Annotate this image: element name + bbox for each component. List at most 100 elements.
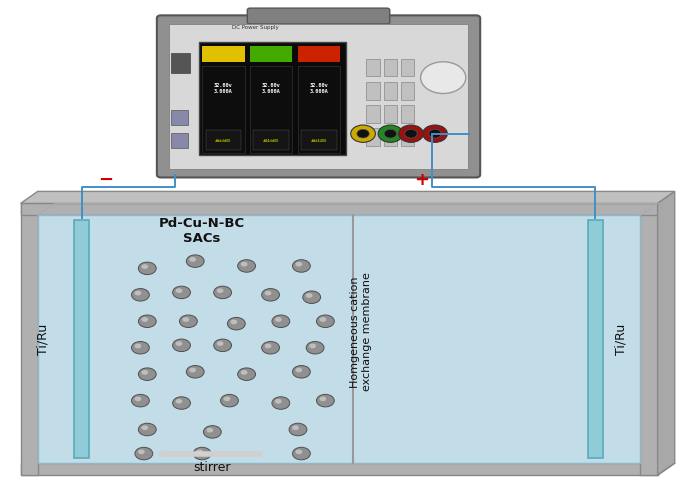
Text: #dddd00: #dddd00 xyxy=(215,139,232,143)
Text: Homgeneous cation
exchange membrane: Homgeneous cation exchange membrane xyxy=(350,272,372,391)
Circle shape xyxy=(275,317,282,322)
Bar xyxy=(401,129,414,146)
Circle shape xyxy=(179,315,197,328)
Bar xyxy=(169,25,468,169)
Circle shape xyxy=(214,287,232,299)
Bar xyxy=(301,131,337,150)
Bar xyxy=(366,129,380,146)
Bar xyxy=(298,47,340,62)
Circle shape xyxy=(141,370,148,375)
Circle shape xyxy=(292,425,299,430)
Circle shape xyxy=(135,447,153,460)
Text: Ti/Ru: Ti/Ru xyxy=(614,323,627,354)
Bar xyxy=(206,131,241,150)
Circle shape xyxy=(289,423,307,436)
Circle shape xyxy=(306,293,312,298)
Circle shape xyxy=(193,447,211,460)
Circle shape xyxy=(189,257,196,262)
Bar xyxy=(401,106,414,123)
Bar xyxy=(640,204,658,475)
Circle shape xyxy=(238,368,256,381)
Circle shape xyxy=(203,426,221,438)
Bar xyxy=(21,463,658,475)
Bar xyxy=(384,129,397,146)
Text: stirrer: stirrer xyxy=(194,460,231,473)
Circle shape xyxy=(141,317,148,322)
Circle shape xyxy=(421,63,466,94)
Circle shape xyxy=(138,423,156,436)
Text: 32.00v
3.000A: 32.00v 3.000A xyxy=(214,83,233,94)
Circle shape xyxy=(319,317,326,322)
Circle shape xyxy=(262,342,279,354)
Bar xyxy=(171,133,188,149)
Circle shape xyxy=(214,339,232,352)
Circle shape xyxy=(186,366,204,378)
Text: DC Power Supply: DC Power Supply xyxy=(232,25,279,30)
Circle shape xyxy=(223,396,230,401)
Circle shape xyxy=(316,395,334,407)
Circle shape xyxy=(173,339,190,352)
Polygon shape xyxy=(21,192,675,204)
Text: Pd-Cu-N-BC
SACs: Pd-Cu-N-BC SACs xyxy=(159,216,245,244)
Circle shape xyxy=(216,288,223,293)
Bar xyxy=(74,221,89,458)
Polygon shape xyxy=(658,192,675,475)
Circle shape xyxy=(275,399,282,404)
Bar xyxy=(298,67,340,154)
Circle shape xyxy=(134,396,141,401)
Circle shape xyxy=(405,130,417,139)
Bar xyxy=(202,47,245,62)
Circle shape xyxy=(141,425,148,430)
Circle shape xyxy=(295,368,302,372)
Bar xyxy=(401,83,414,100)
Circle shape xyxy=(357,130,369,139)
Circle shape xyxy=(138,368,156,381)
FancyBboxPatch shape xyxy=(157,16,480,178)
Bar xyxy=(384,83,397,100)
Bar xyxy=(21,204,38,475)
Circle shape xyxy=(292,447,310,460)
Circle shape xyxy=(175,341,182,346)
Circle shape xyxy=(134,291,141,296)
Circle shape xyxy=(295,449,302,454)
Bar xyxy=(401,60,414,77)
Circle shape xyxy=(240,262,247,267)
Text: #dd4400: #dd4400 xyxy=(311,139,327,143)
Circle shape xyxy=(196,449,203,454)
Circle shape xyxy=(186,255,204,268)
Circle shape xyxy=(262,289,279,301)
Circle shape xyxy=(216,341,223,346)
Circle shape xyxy=(132,395,149,407)
Circle shape xyxy=(238,260,256,273)
Circle shape xyxy=(399,126,423,143)
Circle shape xyxy=(316,315,334,328)
Bar xyxy=(384,60,397,77)
Circle shape xyxy=(423,126,447,143)
Circle shape xyxy=(240,370,247,375)
Circle shape xyxy=(182,317,189,322)
Circle shape xyxy=(264,291,271,296)
Circle shape xyxy=(134,344,141,348)
Text: 32.00v
3.000A: 32.00v 3.000A xyxy=(310,83,329,94)
Circle shape xyxy=(132,289,149,301)
Bar xyxy=(250,47,292,62)
Circle shape xyxy=(173,287,190,299)
Text: Ti/Ru: Ti/Ru xyxy=(37,323,49,354)
Bar xyxy=(171,54,190,74)
FancyBboxPatch shape xyxy=(247,9,390,25)
Circle shape xyxy=(206,428,213,432)
Circle shape xyxy=(175,288,182,293)
Circle shape xyxy=(292,260,310,273)
Bar xyxy=(171,110,188,126)
Circle shape xyxy=(309,344,316,348)
Bar xyxy=(253,131,289,150)
Circle shape xyxy=(138,263,156,275)
Bar xyxy=(202,67,245,154)
Circle shape xyxy=(221,395,238,407)
Circle shape xyxy=(303,291,321,304)
Text: 32.00v
3.000A: 32.00v 3.000A xyxy=(262,83,281,94)
Text: −: − xyxy=(99,171,114,189)
Circle shape xyxy=(351,126,375,143)
Text: #44dd00: #44dd00 xyxy=(263,139,279,143)
Circle shape xyxy=(138,449,145,454)
